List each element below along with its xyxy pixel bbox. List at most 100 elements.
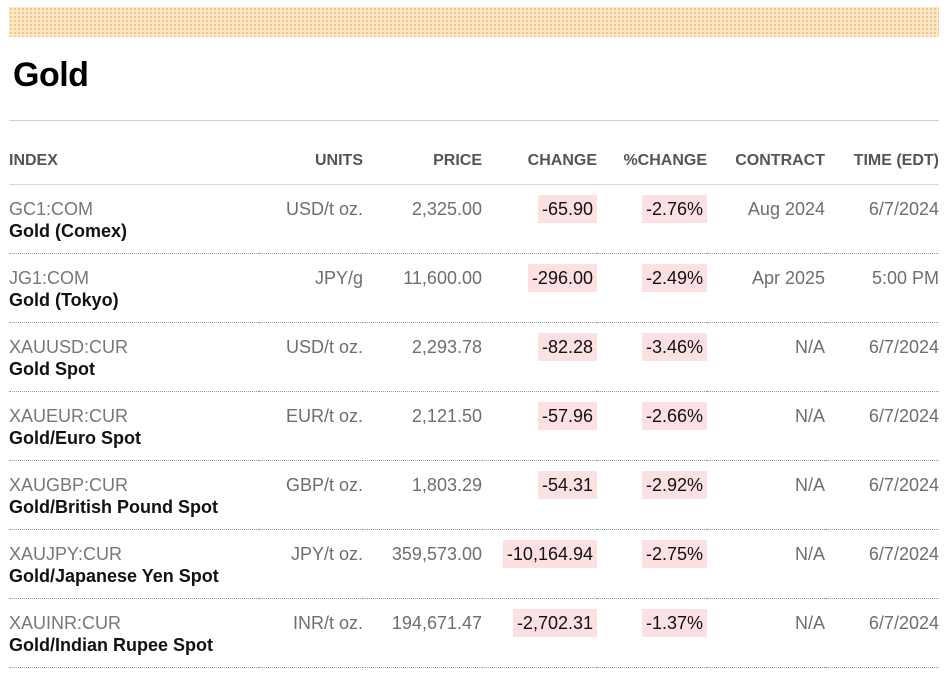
- pct-change-value: -2.92%: [641, 471, 707, 499]
- price-cell: 194,671.47: [363, 598, 482, 668]
- table-row[interactable]: XAUINR:CUR Gold/Indian Rupee Spot INR/t oz…: [9, 598, 939, 668]
- time-cell: 6/7/2024: [825, 391, 939, 461]
- header-time[interactable]: TIME (EDT): [825, 137, 939, 185]
- units-value: USD/t oz.: [285, 337, 363, 357]
- security-name-link[interactable]: Gold/Japanese Yen Spot: [9, 566, 219, 586]
- contract-cell: N/A: [707, 391, 825, 461]
- price-value: 1,803.29: [411, 475, 482, 495]
- pct-change-value: -1.37%: [641, 609, 707, 637]
- change-cell: -65.90: [482, 184, 597, 254]
- header-price[interactable]: PRICE: [363, 137, 482, 185]
- ticker-link[interactable]: XAUUSD:CUR: [9, 337, 129, 357]
- time-value: 6/7/2024: [868, 199, 939, 219]
- security-name-link[interactable]: Gold/Indian Rupee Spot: [9, 635, 213, 655]
- units-value: JPY/t oz.: [290, 544, 363, 564]
- change-cell: -57.96: [482, 391, 597, 461]
- table-row[interactable]: XAUUSD:CUR Gold Spot USD/t oz. 2,293.78 -82.…: [9, 322, 939, 392]
- page-title: Gold: [13, 56, 89, 94]
- header-contract[interactable]: CONTRACT: [707, 137, 825, 185]
- gold-quotes-table: INDEX UNITS PRICE CHANGE %CHANGE CONTRAC…: [9, 137, 939, 668]
- ticker-link[interactable]: GC1:COM: [9, 199, 94, 219]
- units-cell: JPY/g: [259, 253, 363, 323]
- units-cell: INR/t oz.: [259, 598, 363, 668]
- security-name-link[interactable]: Gold Spot: [9, 359, 95, 379]
- units-value: GBP/t oz.: [285, 475, 363, 495]
- security-name-link[interactable]: Gold (Comex): [9, 221, 128, 241]
- pct-change-value: -3.46%: [641, 333, 707, 361]
- price-value: 11,600.00: [403, 268, 482, 288]
- time-cell: 6/7/2024: [825, 529, 939, 599]
- change-value: -296.00: [527, 264, 597, 292]
- units-cell: USD/t oz.: [259, 184, 363, 254]
- index-cell: XAUUSD:CUR Gold Spot: [9, 322, 259, 392]
- pct-change-cell: -2.49%: [597, 253, 707, 323]
- change-value: -54.31: [537, 471, 597, 499]
- time-cell: 6/7/2024: [825, 322, 939, 392]
- price-value: 2,293.78: [411, 337, 482, 357]
- ticker-link[interactable]: XAUEUR:CUR: [9, 406, 129, 426]
- table-row[interactable]: XAUEUR:CUR Gold/Euro Spot EUR/t oz. 2,121.5…: [9, 391, 939, 461]
- time-value: 6/7/2024: [868, 337, 939, 357]
- price-cell: 2,121.50: [363, 391, 482, 461]
- contract-cell: Apr 2025: [707, 253, 825, 323]
- contract-cell: Aug 2024: [707, 184, 825, 254]
- index-cell: XAUINR:CUR Gold/Indian Rupee Spot: [9, 598, 259, 668]
- units-cell: JPY/t oz.: [259, 529, 363, 599]
- security-name-link[interactable]: Gold/British Pound Spot: [9, 497, 218, 517]
- units-cell: GBP/t oz.: [259, 460, 363, 530]
- contract-value: N/A: [794, 337, 825, 357]
- table-row[interactable]: GC1:COM Gold (Comex) USD/t oz. 2,325.00 -65.…: [9, 184, 939, 254]
- pct-change-cell: -2.66%: [597, 391, 707, 461]
- price-value: 2,121.50: [411, 406, 482, 426]
- time-cell: 6/7/2024: [825, 184, 939, 254]
- table-row[interactable]: JG1:COM Gold (Tokyo) JPY/g 11,600.00 -296.00…: [9, 253, 939, 323]
- time-value: 6/7/2024: [868, 475, 939, 495]
- index-cell: XAUEUR:CUR Gold/Euro Spot: [9, 391, 259, 461]
- change-cell: -2,702.31: [482, 598, 597, 668]
- table-row[interactable]: XAUGBP:CUR Gold/British Pound Spot GBP/t o…: [9, 460, 939, 530]
- header-change[interactable]: CHANGE: [482, 137, 597, 185]
- header-pct-change[interactable]: %CHANGE: [597, 137, 707, 185]
- ticker-link[interactable]: JG1:COM: [9, 268, 90, 288]
- contract-value: Apr 2025: [751, 268, 825, 288]
- units-cell: USD/t oz.: [259, 322, 363, 392]
- price-cell: 359,573.00: [363, 529, 482, 599]
- pct-change-value: -2.49%: [641, 264, 707, 292]
- time-value: 6/7/2024: [868, 613, 939, 633]
- security-name-link[interactable]: Gold (Tokyo): [9, 290, 119, 310]
- security-name-link[interactable]: Gold/Euro Spot: [9, 428, 141, 448]
- pct-change-cell: -2.92%: [597, 460, 707, 530]
- index-cell: GC1:COM Gold (Comex): [9, 184, 259, 254]
- table-row[interactable]: XAUJPY:CUR Gold/Japanese Yen Spot JPY/t oz…: [9, 529, 939, 599]
- decorative-banner: [9, 7, 939, 37]
- contract-value: N/A: [794, 406, 825, 426]
- price-cell: 2,325.00: [363, 184, 482, 254]
- pct-change-cell: -1.37%: [597, 598, 707, 668]
- units-cell: EUR/t oz.: [259, 391, 363, 461]
- header-units[interactable]: UNITS: [259, 137, 363, 185]
- price-cell: 1,803.29: [363, 460, 482, 530]
- ticker-link[interactable]: XAUGBP:CUR: [9, 475, 129, 495]
- change-value: -10,164.94: [502, 540, 597, 568]
- time-value: 5:00 PM: [871, 268, 939, 288]
- pct-change-value: -2.66%: [641, 402, 707, 430]
- time-cell: 6/7/2024: [825, 460, 939, 530]
- contract-cell: N/A: [707, 598, 825, 668]
- contract-value: N/A: [794, 475, 825, 495]
- contract-cell: N/A: [707, 460, 825, 530]
- units-value: JPY/g: [314, 268, 363, 288]
- ticker-link[interactable]: XAUJPY:CUR: [9, 544, 123, 564]
- index-cell: XAUGBP:CUR Gold/British Pound Spot: [9, 460, 259, 530]
- change-cell: -10,164.94: [482, 529, 597, 599]
- time-cell: 5:00 PM: [825, 253, 939, 323]
- change-value: -57.96: [537, 402, 597, 430]
- price-cell: 2,293.78: [363, 322, 482, 392]
- change-cell: -82.28: [482, 322, 597, 392]
- ticker-link[interactable]: XAUINR:CUR: [9, 613, 122, 633]
- pct-change-value: -2.75%: [641, 540, 707, 568]
- units-value: EUR/t oz.: [285, 406, 363, 426]
- title-divider: [9, 120, 939, 121]
- time-cell: 6/7/2024: [825, 598, 939, 668]
- change-value: -65.90: [537, 195, 597, 223]
- header-index[interactable]: INDEX: [9, 137, 259, 185]
